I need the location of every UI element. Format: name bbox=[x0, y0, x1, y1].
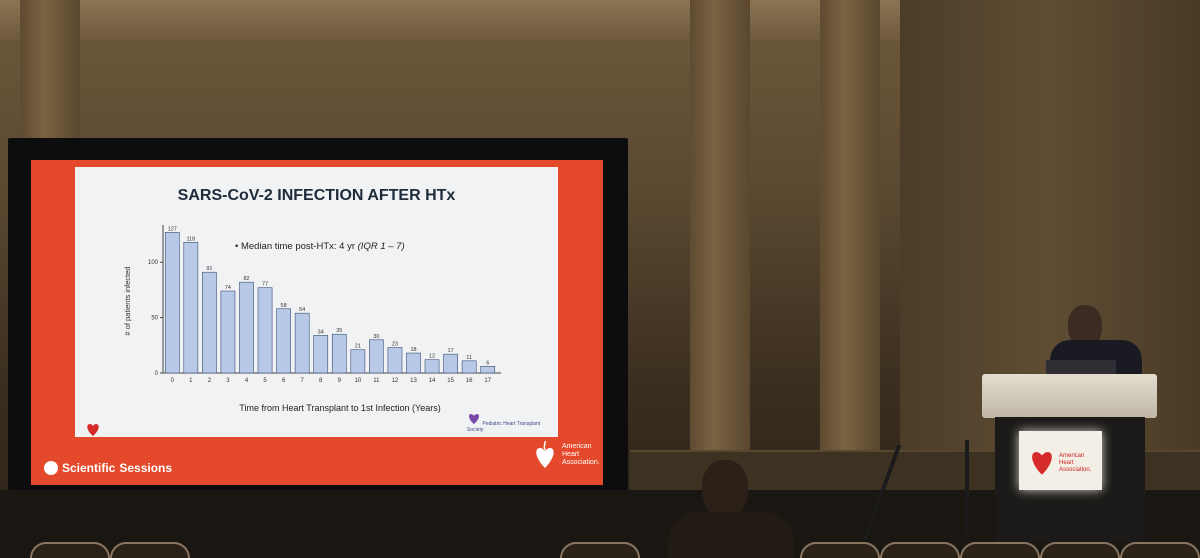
chair bbox=[880, 542, 960, 558]
wall-pillar bbox=[690, 0, 750, 470]
bar bbox=[350, 349, 366, 374]
wall-pillar bbox=[820, 0, 880, 470]
x-tick-label: 10 bbox=[354, 378, 361, 384]
x-tick-label: 15 bbox=[447, 378, 454, 384]
bar bbox=[202, 271, 217, 374]
x-tick-label: 11 bbox=[373, 378, 380, 384]
audience-member-head bbox=[702, 460, 748, 518]
laptop bbox=[1046, 360, 1116, 374]
bar bbox=[424, 359, 440, 374]
chair bbox=[560, 542, 640, 558]
bar-value-label: 127 bbox=[168, 226, 177, 232]
bar bbox=[480, 366, 496, 374]
x-tick-label: 17 bbox=[484, 378, 491, 384]
bar-value-label: 34 bbox=[318, 329, 324, 335]
presentation-slide: SARS-CoV-2 INFECTION AFTER HTx 0 50 100 127… bbox=[75, 167, 558, 437]
podium-sign-line1: American bbox=[1059, 453, 1085, 459]
podium-sign-line3: Association. bbox=[1059, 467, 1092, 473]
footer-sessions-text: Sessions bbox=[119, 461, 173, 475]
bar-value-label: 58 bbox=[281, 303, 287, 309]
podium-sign-line2: Heart bbox=[1059, 460, 1074, 466]
bar-value-label: 30 bbox=[373, 334, 379, 340]
x-tick-label: 3 bbox=[226, 378, 230, 384]
bar bbox=[294, 312, 310, 374]
x-tick-label: 12 bbox=[392, 378, 399, 384]
bar-value-label: 35 bbox=[336, 328, 342, 334]
x-tick-label: 9 bbox=[338, 378, 342, 384]
aha-footer-logo: American Heart Association. bbox=[532, 440, 600, 470]
footer-scientific-text: Scientific bbox=[62, 461, 116, 475]
bar bbox=[220, 290, 236, 374]
aha-heart-torch-icon bbox=[536, 440, 554, 468]
bar-value-label: 17 bbox=[448, 348, 454, 354]
x-tick-label: 1 bbox=[189, 378, 193, 384]
x-tick-label: 16 bbox=[466, 378, 473, 384]
y-tick-label: 50 bbox=[151, 316, 158, 322]
chair bbox=[960, 542, 1040, 558]
aha-text-line2: Heart bbox=[562, 451, 580, 458]
bar-value-label: 118 bbox=[186, 236, 195, 242]
bar-value-label: 12 bbox=[429, 354, 435, 360]
slide-title: SARS-CoV-2 INFECTION AFTER HTx bbox=[177, 187, 456, 204]
bar-value-label: 91 bbox=[206, 266, 212, 272]
bar bbox=[164, 232, 180, 374]
x-tick-label: 4 bbox=[245, 378, 249, 384]
bar bbox=[257, 287, 273, 374]
x-tick-label: 8 bbox=[319, 378, 323, 384]
podium-heart-icon bbox=[1032, 452, 1052, 475]
chair bbox=[110, 542, 190, 558]
bar bbox=[276, 308, 291, 374]
scientific-sessions-icon bbox=[44, 461, 58, 475]
stair-railing bbox=[965, 440, 969, 535]
chair bbox=[1120, 542, 1200, 558]
podium-top bbox=[982, 374, 1157, 418]
x-tick-label: 0 bbox=[171, 378, 175, 384]
x-tick-label: 2 bbox=[208, 378, 212, 384]
podium-aha-sign: American Heart Association. bbox=[1019, 431, 1102, 490]
y-tick-label: 0 bbox=[155, 371, 159, 377]
bar bbox=[313, 335, 329, 374]
y-axis-label: # of patients infected bbox=[123, 266, 132, 335]
iqr-text: (IQR 1 – 7) bbox=[358, 241, 405, 252]
aha-heart-torch-logo bbox=[87, 424, 99, 436]
x-tick-label: 5 bbox=[263, 378, 267, 384]
chair bbox=[800, 542, 880, 558]
bar-value-label: 11 bbox=[466, 355, 472, 361]
partner-logo-text: Pediatric Heart Transplant Society bbox=[467, 421, 541, 433]
chair bbox=[1040, 542, 1120, 558]
bar-value-label: 21 bbox=[355, 344, 361, 350]
x-tick-label: 13 bbox=[410, 378, 417, 384]
bar-value-label: 23 bbox=[392, 342, 398, 348]
aha-text-line3: Association. bbox=[562, 459, 600, 466]
x-tick-label: 7 bbox=[300, 378, 304, 384]
x-axis-label: Time from Heart Transplant to 1st Infect… bbox=[239, 403, 440, 413]
bar-value-label: 6 bbox=[486, 360, 489, 366]
bar-value-label: 74 bbox=[225, 285, 231, 291]
heart-logo-icon bbox=[469, 414, 479, 424]
bar bbox=[331, 333, 347, 374]
x-tick-label: 6 bbox=[282, 378, 286, 384]
scientific-sessions-footer: Scientific Sessions bbox=[44, 461, 172, 475]
bar bbox=[239, 281, 254, 374]
chair bbox=[30, 542, 110, 558]
bar bbox=[443, 353, 458, 374]
bar-value-label: 77 bbox=[262, 282, 268, 288]
bar-chart: 0 50 100 127 0 118 1 91 2 74 3 82 4 77 5 58 6 54 7 34 8 35 9 21… bbox=[123, 225, 501, 413]
bar-value-label: 18 bbox=[410, 347, 416, 353]
bar bbox=[387, 347, 403, 374]
x-tick-label: 14 bbox=[429, 378, 436, 384]
bar-value-label: 54 bbox=[299, 307, 305, 313]
bar bbox=[406, 352, 421, 374]
aha-text-line1: American bbox=[562, 443, 592, 450]
bar bbox=[369, 339, 384, 374]
bar-value-label: 82 bbox=[243, 276, 249, 282]
median-bullet-text: • Median time post-HTx: 4 yr (IQR 1 – 7) bbox=[235, 241, 405, 252]
bar bbox=[461, 360, 477, 374]
audience-member-body bbox=[668, 512, 794, 558]
y-tick-label: 100 bbox=[148, 260, 159, 266]
bar bbox=[183, 241, 199, 374]
pediatric-heart-transplant-society-logo: Pediatric Heart Transplant Society bbox=[467, 411, 557, 433]
